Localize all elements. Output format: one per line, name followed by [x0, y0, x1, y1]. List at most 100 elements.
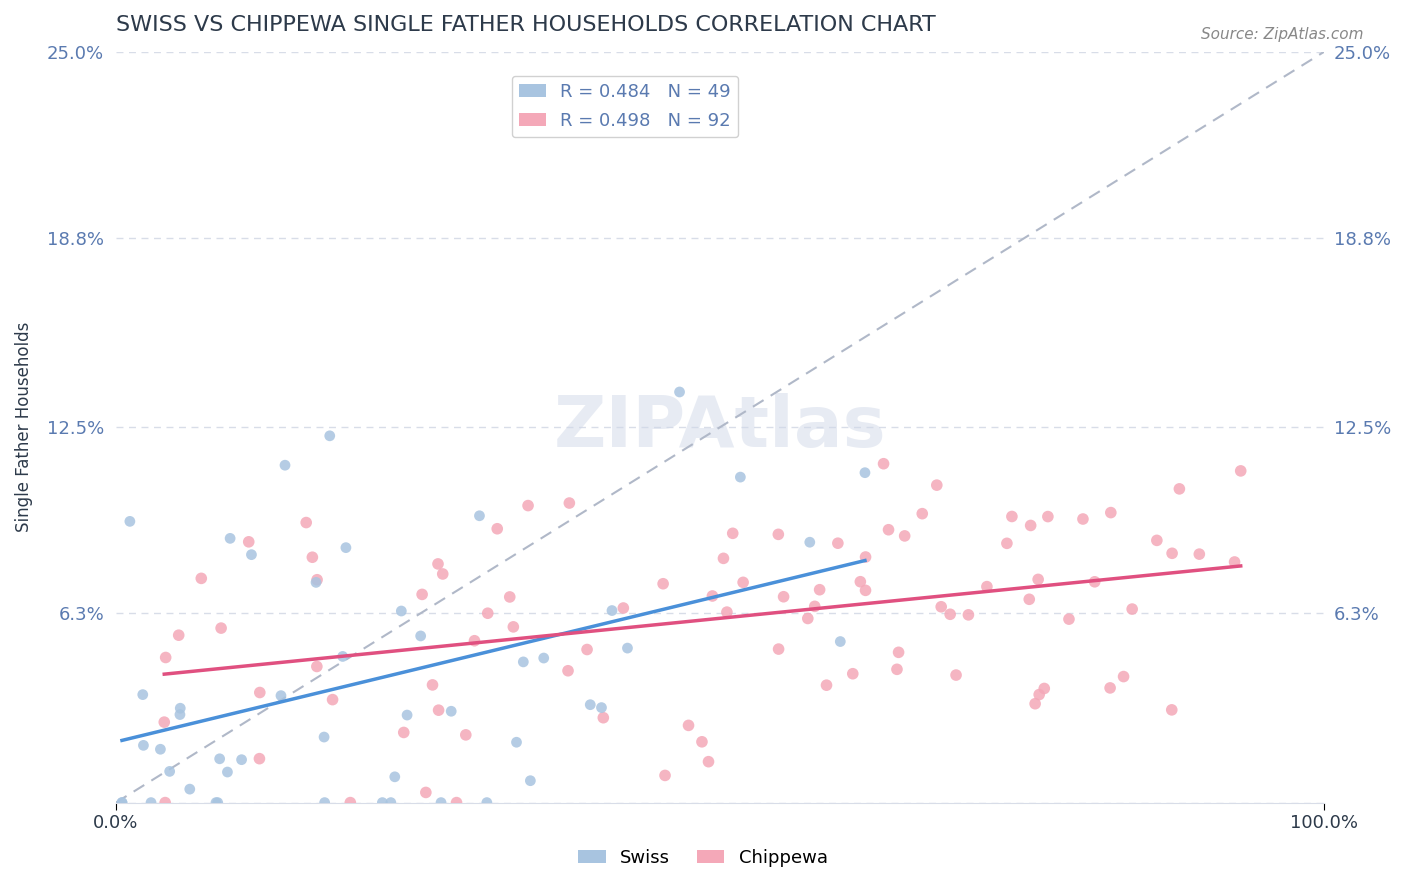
- Point: [887, 645, 910, 659]
- Point: [335, 541, 357, 555]
- Point: [1018, 592, 1040, 607]
- Point: [319, 429, 342, 443]
- Point: [384, 770, 406, 784]
- Point: [1036, 509, 1059, 524]
- Point: [153, 715, 176, 730]
- Point: [690, 735, 713, 749]
- Point: [249, 685, 271, 699]
- Point: [1223, 555, 1246, 569]
- Text: Source: ZipAtlas.com: Source: ZipAtlas.com: [1201, 27, 1364, 42]
- Point: [652, 576, 675, 591]
- Point: [132, 688, 155, 702]
- Point: [995, 536, 1018, 550]
- Point: [512, 655, 534, 669]
- Point: [207, 796, 229, 810]
- Point: [270, 689, 292, 703]
- Point: [517, 499, 540, 513]
- Point: [155, 650, 177, 665]
- Point: [231, 753, 253, 767]
- Point: [392, 725, 415, 739]
- Point: [842, 666, 865, 681]
- Point: [1084, 574, 1107, 589]
- Point: [591, 700, 613, 714]
- Point: [371, 796, 394, 810]
- Point: [939, 607, 962, 622]
- Point: [209, 621, 232, 635]
- Point: [1028, 688, 1050, 702]
- Point: [446, 796, 468, 810]
- Point: [314, 796, 336, 810]
- Point: [305, 575, 328, 590]
- Point: [855, 549, 877, 564]
- Point: [799, 535, 821, 549]
- Point: [505, 735, 527, 749]
- Point: [893, 529, 915, 543]
- Point: [612, 601, 634, 615]
- Point: [149, 742, 172, 756]
- Point: [616, 641, 638, 656]
- Point: [274, 458, 297, 473]
- Point: [169, 701, 191, 715]
- Point: [827, 536, 849, 550]
- Point: [169, 707, 191, 722]
- Point: [139, 796, 162, 810]
- Point: [380, 796, 402, 810]
- Point: [830, 634, 852, 648]
- Point: [730, 470, 752, 484]
- Point: [118, 514, 141, 528]
- Point: [600, 603, 623, 617]
- Point: [167, 628, 190, 642]
- Point: [519, 773, 541, 788]
- Point: [1099, 506, 1122, 520]
- Point: [295, 516, 318, 530]
- Point: [925, 478, 948, 492]
- Point: [240, 548, 263, 562]
- Point: [190, 571, 212, 585]
- Point: [957, 607, 980, 622]
- Point: [877, 523, 900, 537]
- Point: [217, 765, 239, 780]
- Point: [929, 599, 952, 614]
- Point: [855, 583, 877, 598]
- Point: [427, 557, 450, 571]
- Point: [976, 580, 998, 594]
- Point: [305, 659, 328, 673]
- Point: [339, 796, 361, 810]
- Point: [430, 796, 453, 810]
- Point: [1112, 669, 1135, 683]
- Point: [179, 782, 201, 797]
- Point: [1057, 612, 1080, 626]
- Point: [463, 633, 485, 648]
- Legend: R = 0.484   N = 49, R = 0.498   N = 92: R = 0.484 N = 49, R = 0.498 N = 92: [512, 76, 738, 137]
- Point: [205, 796, 228, 810]
- Point: [721, 526, 744, 541]
- Point: [432, 566, 454, 581]
- Point: [159, 764, 181, 779]
- Point: [499, 590, 522, 604]
- Point: [1121, 602, 1143, 616]
- Point: [111, 796, 134, 810]
- Point: [1001, 509, 1024, 524]
- Point: [557, 664, 579, 678]
- Point: [576, 642, 599, 657]
- Point: [713, 551, 735, 566]
- Point: [1033, 681, 1056, 696]
- Point: [454, 728, 477, 742]
- Point: [668, 384, 690, 399]
- Point: [1188, 547, 1211, 561]
- Point: [322, 692, 344, 706]
- Legend: Swiss, Chippewa: Swiss, Chippewa: [571, 842, 835, 874]
- Point: [1071, 512, 1094, 526]
- Point: [772, 590, 794, 604]
- Point: [533, 651, 555, 665]
- Point: [768, 527, 790, 541]
- Point: [558, 496, 581, 510]
- Point: [1019, 518, 1042, 533]
- Point: [849, 574, 872, 589]
- Point: [853, 466, 876, 480]
- Point: [111, 796, 134, 810]
- Point: [153, 796, 176, 810]
- Point: [803, 599, 825, 614]
- Point: [396, 708, 419, 723]
- Point: [678, 718, 700, 732]
